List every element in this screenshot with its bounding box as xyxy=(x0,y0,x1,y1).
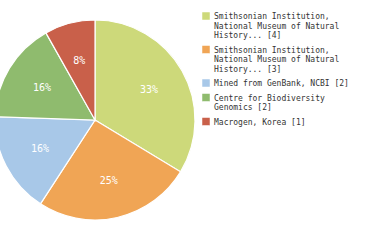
pie-slice xyxy=(46,20,95,120)
legend-label-line: National Museum of Natural xyxy=(214,55,339,64)
legend-label-line: History... [4] xyxy=(214,31,281,40)
pie xyxy=(0,20,195,220)
legend-label-line: Macrogen, Korea [1] xyxy=(214,118,306,127)
data-label: 8% xyxy=(73,55,85,66)
chart-svg: 33%25%16%16%8%Smithsonian Institution,Na… xyxy=(0,0,380,240)
legend-item: Macrogen, Korea [1] xyxy=(202,118,306,127)
data-label: 25% xyxy=(100,175,118,186)
legend-label-line: Smithsonian Institution, xyxy=(214,12,330,21)
legend-swatch xyxy=(202,94,210,102)
data-label: 16% xyxy=(31,143,49,154)
legend-label: Smithsonian Institution,National Museum … xyxy=(214,46,339,74)
legend-label: Centre for BiodiversityGenomics [2] xyxy=(214,94,325,113)
legend-label-line: Genomics [2] xyxy=(214,103,272,112)
legend-label: Mined from GenBank, NCBI [2] xyxy=(214,79,349,88)
legend-item: Smithsonian Institution,National Museum … xyxy=(202,46,339,74)
legend-label-line: History... [3] xyxy=(214,65,281,74)
legend-swatch xyxy=(202,118,210,126)
legend-item: Mined from GenBank, NCBI [2] xyxy=(202,79,349,88)
legend-label: Smithsonian Institution,National Museum … xyxy=(214,12,339,40)
legend-swatch xyxy=(202,46,210,54)
legend-item: Smithsonian Institution,National Museum … xyxy=(202,12,339,40)
legend-item: Centre for BiodiversityGenomics [2] xyxy=(202,94,325,113)
data-label: 33% xyxy=(140,84,158,95)
legend-swatch xyxy=(202,12,210,20)
legend-label-line: National Museum of Natural xyxy=(214,22,339,31)
data-label: 16% xyxy=(33,82,51,93)
legend-swatch xyxy=(202,79,210,87)
legend-label-line: Centre for Biodiversity xyxy=(214,94,325,103)
chart-container: 33%25%16%16%8%Smithsonian Institution,Na… xyxy=(0,0,380,240)
data-labels: 33% 25% 16% 16% 8% xyxy=(31,55,158,186)
legend-label-line: Smithsonian Institution, xyxy=(214,46,330,55)
legend: Smithsonian Institution,National Museum … xyxy=(202,12,349,127)
legend-label: Macrogen, Korea [1] xyxy=(214,118,306,127)
pie-slice xyxy=(0,117,95,204)
legend-label-line: Mined from GenBank, NCBI [2] xyxy=(214,79,349,88)
